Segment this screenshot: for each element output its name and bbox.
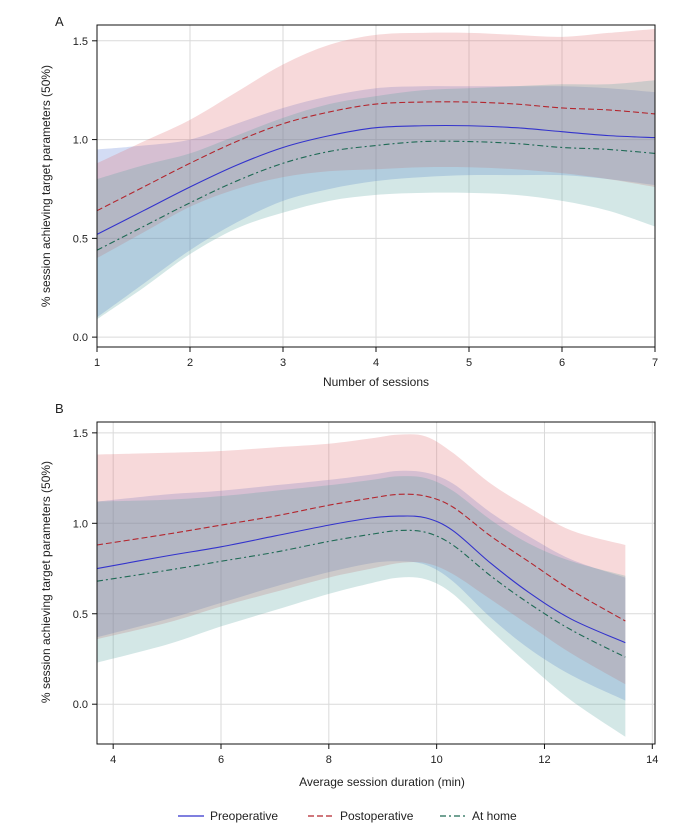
- series-line-postoperative: [96, 493, 626, 622]
- y-tick-label: 0.5: [73, 233, 88, 245]
- series-line-postoperative: [96, 101, 656, 212]
- legend: Preoperative Postoperative At home: [178, 809, 517, 823]
- panel-b: B Average session duration (min) % sessi…: [39, 401, 658, 789]
- x-tick-label: 4: [373, 357, 379, 369]
- panel-a: A Number of sessions % session achieving…: [39, 14, 658, 389]
- x-tick-label: 4: [110, 754, 116, 766]
- x-tick-label: 12: [538, 754, 550, 766]
- series-line-at-home: [96, 140, 656, 251]
- series-line-preoperative: [96, 515, 626, 644]
- y-tick-label: 1.5: [73, 428, 88, 440]
- x-tick-label: 14: [646, 754, 658, 766]
- y-tick-label: 1.0: [73, 135, 88, 147]
- x-tick-label: 10: [431, 754, 443, 766]
- ci-band-at-home: [97, 80, 655, 320]
- y-tick-label: 0.0: [73, 699, 88, 711]
- ci-band-preoperative: [97, 470, 626, 701]
- x-axis-label-b: Average session duration (min): [299, 775, 465, 789]
- panel-label-a: A: [55, 14, 64, 29]
- legend-label-at-home: At home: [472, 809, 517, 823]
- x-tick-label: 5: [466, 357, 472, 369]
- x-tick-label: 6: [559, 357, 565, 369]
- y-tick-label: 1.0: [73, 518, 88, 530]
- y-axis-label-a: % session achieving target parameters (5…: [39, 65, 53, 307]
- x-tick-label: 8: [326, 754, 332, 766]
- legend-label-postoperative: Postoperative: [340, 809, 414, 823]
- ci-band-postoperative: [97, 434, 626, 685]
- x-tick-label: 6: [218, 754, 224, 766]
- legend-label-preoperative: Preoperative: [210, 809, 278, 823]
- y-axis-label-b: % session achieving target parameters (5…: [39, 461, 53, 703]
- x-axis-label-a: Number of sessions: [323, 375, 429, 389]
- plot-frame: [96, 421, 656, 745]
- ci-band-at-home: [97, 476, 626, 737]
- x-tick-label: 1: [94, 357, 100, 369]
- x-tick-label: 7: [652, 357, 658, 369]
- ci-band-preoperative: [97, 86, 655, 318]
- y-tick-label: 1.5: [73, 36, 88, 48]
- panel-label-b: B: [55, 401, 64, 416]
- x-tick-label: 3: [280, 357, 286, 369]
- series-line-preoperative: [96, 124, 656, 235]
- series-line-at-home: [96, 529, 626, 658]
- ci-band-postoperative: [97, 28, 655, 259]
- y-tick-label: 0.0: [73, 332, 88, 344]
- y-tick-label: 0.5: [73, 609, 88, 621]
- x-tick-label: 2: [187, 357, 193, 369]
